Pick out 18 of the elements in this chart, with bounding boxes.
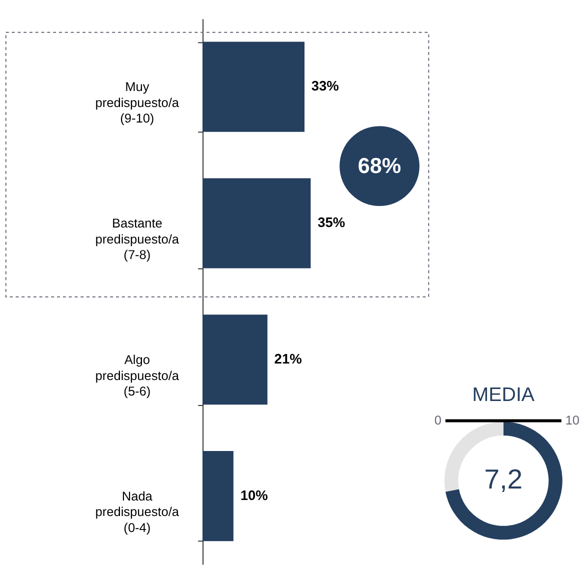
- data-label: 7,2: [484, 464, 523, 495]
- data-label: 33%: [311, 78, 339, 94]
- data-label: 10%: [240, 488, 268, 503]
- text: 10: [565, 412, 580, 428]
- donut-slice: [445, 422, 562, 540]
- y-tick-label: Nada predispuesto/a (0-4): [95, 488, 180, 535]
- chart-title: MEDIA: [472, 384, 536, 406]
- data-label: 35%: [318, 215, 346, 230]
- bar: [202, 178, 311, 268]
- text: 68%: [358, 152, 402, 178]
- y-tick-label: Muy predispuesto/a (9-10): [95, 79, 180, 126]
- y-tick-label: Algo predispuesto/a (5-6): [95, 352, 180, 399]
- bar: [202, 314, 268, 405]
- bar: [202, 42, 305, 132]
- data-label: 21%: [274, 352, 302, 367]
- bar: [202, 451, 234, 542]
- y-tick-label: Bastante predispuesto/a (7-8): [95, 216, 180, 262]
- text: 0: [434, 412, 442, 428]
